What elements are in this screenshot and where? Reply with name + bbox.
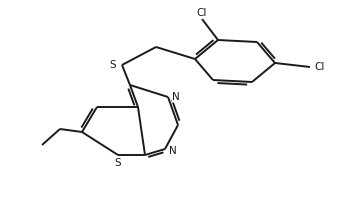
Text: N: N [169, 146, 177, 156]
Text: Cl: Cl [197, 8, 207, 18]
Text: Cl: Cl [315, 62, 325, 72]
Text: S: S [115, 158, 121, 168]
Text: S: S [110, 60, 116, 70]
Text: N: N [172, 92, 180, 102]
